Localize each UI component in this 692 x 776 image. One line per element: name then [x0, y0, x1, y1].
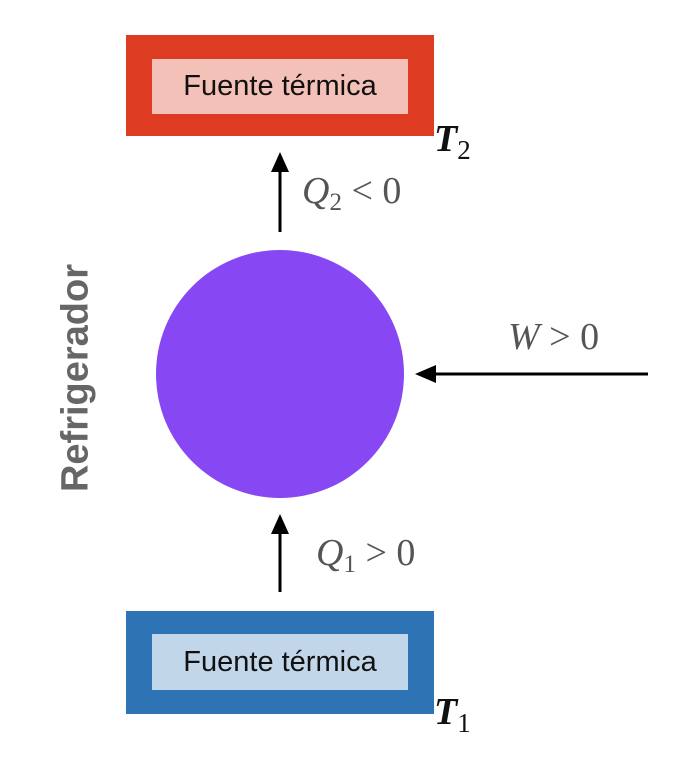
- q1-label: Q1 > 0: [316, 534, 415, 577]
- q1-symbol: Q: [316, 532, 344, 574]
- q2-relation: < 0: [341, 170, 402, 212]
- hot-temp-symbol: T: [434, 118, 458, 160]
- refrigerator-machine-circle: [156, 250, 404, 498]
- q2-symbol: Q: [302, 170, 330, 212]
- hot-source-temperature: T2: [434, 120, 471, 164]
- q1-arrow: [271, 514, 289, 592]
- work-label: W > 0: [508, 318, 599, 356]
- q1-relation: > 0: [355, 532, 416, 574]
- q1-subscript: 1: [343, 551, 356, 578]
- cold-source-label: Fuente térmica: [152, 634, 408, 690]
- q2-label: Q2 < 0: [302, 172, 401, 215]
- cold-temp-symbol: T: [434, 691, 458, 733]
- hot-source-label: Fuente térmica: [152, 59, 408, 114]
- cold-temp-subscript: 1: [457, 708, 471, 738]
- q2-subscript: 2: [329, 189, 342, 216]
- work-symbol: W: [508, 316, 540, 358]
- work-relation: > 0: [539, 316, 600, 358]
- work-arrow: [415, 365, 648, 383]
- q2-arrow: [271, 152, 289, 232]
- hot-temp-subscript: 2: [457, 135, 471, 165]
- cold-source-temperature: T1: [434, 693, 471, 737]
